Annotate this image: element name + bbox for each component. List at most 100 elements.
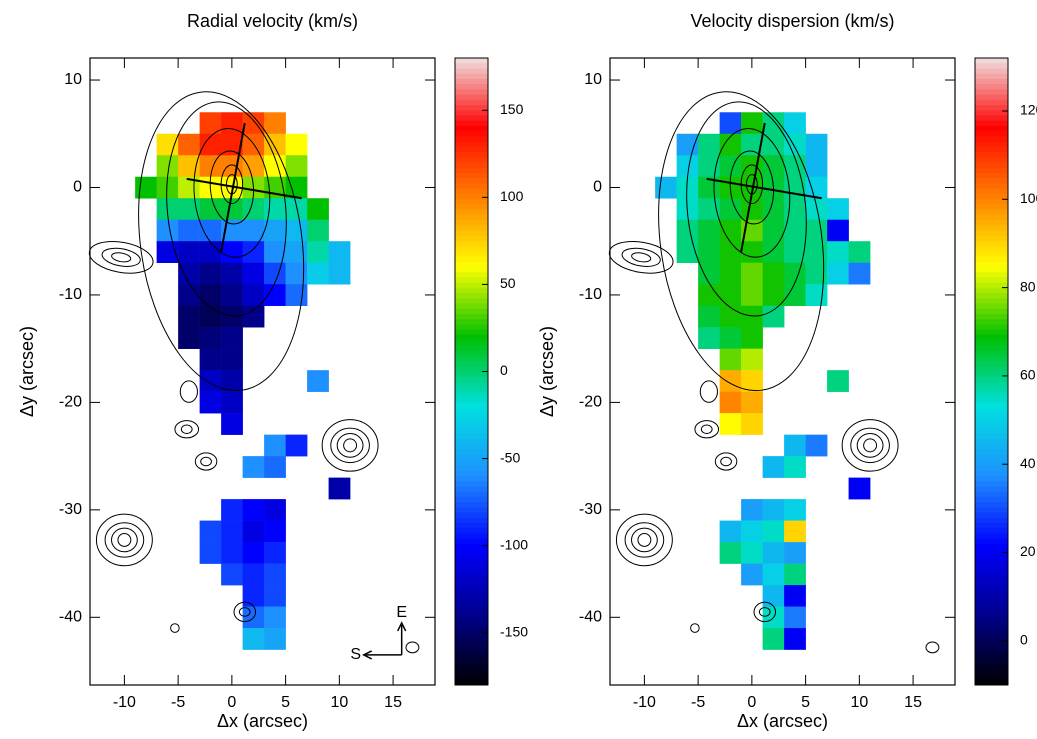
colorbar-band [455, 679, 488, 686]
map-cell [741, 198, 763, 221]
colorbar-band [455, 397, 488, 404]
colorbar-band [455, 188, 488, 195]
map-cell [762, 155, 785, 178]
colorbar-tick-label: 150 [500, 101, 524, 117]
colorbar-band [455, 115, 488, 122]
colorbar-band [975, 157, 1008, 163]
colorbar-band [455, 658, 488, 665]
colorbar-band [975, 408, 1008, 414]
colorbar-band [455, 413, 488, 420]
map-cell [264, 542, 286, 564]
map-cell [307, 262, 329, 285]
map-cell [741, 499, 763, 521]
map-cell [762, 499, 785, 521]
colorbar-band [975, 658, 1008, 665]
map-cell [719, 327, 742, 349]
y-axis-label: Δy (arcsec) [537, 326, 557, 417]
colorbar-band [975, 481, 1008, 487]
colorbar-band [455, 439, 488, 446]
colorbar-band [975, 261, 1008, 268]
map-cell [762, 284, 785, 306]
contour [166, 101, 287, 317]
colorbar-band [975, 84, 1008, 90]
colorbar-band [455, 105, 488, 111]
colorbar-band [975, 460, 1008, 467]
map-cell [719, 542, 742, 564]
y-tick-label: -40 [59, 609, 82, 626]
colorbar-band [975, 439, 1008, 446]
minor-axis [740, 122, 766, 253]
colorbar-band [975, 413, 1008, 420]
contour [110, 527, 138, 553]
colorbar-tick-label: 100 [500, 188, 524, 204]
colorbar-band [455, 204, 488, 211]
map-cell [264, 133, 286, 156]
map-cell [762, 305, 785, 328]
major-axis [706, 177, 822, 200]
map-cell [285, 198, 308, 221]
colorbar-tick-label: -100 [500, 536, 528, 552]
colorbar-band [975, 73, 1008, 80]
map-cell [199, 327, 222, 349]
colorbar-band [975, 152, 1008, 158]
contour [925, 641, 940, 654]
map-cell [242, 155, 265, 178]
map-cell [307, 198, 329, 221]
colorbar-band [975, 444, 1008, 451]
colorbar-band [455, 350, 488, 357]
map-cell [719, 155, 742, 178]
colorbar-band [975, 596, 1008, 602]
contour [330, 427, 370, 464]
colorbar-band [455, 324, 488, 331]
colorbar-band [975, 188, 1008, 195]
y-tick-label: -30 [579, 501, 602, 518]
colorbar-band [455, 183, 488, 190]
colorbar-band [455, 193, 488, 200]
map-cell [156, 155, 179, 178]
map-cell [762, 542, 785, 564]
map-cell [221, 133, 243, 156]
colorbar-band [975, 314, 1008, 320]
contour [170, 623, 180, 633]
map-cell [741, 348, 763, 371]
map-cell [762, 219, 785, 242]
colorbar-band [975, 397, 1008, 404]
colorbar-band [975, 617, 1008, 623]
colorbar-band [455, 559, 488, 566]
colorbar-band [455, 63, 488, 69]
colorbar-band [975, 366, 1008, 372]
colorbar-band [975, 669, 1008, 676]
map-cell [264, 112, 286, 135]
colorbar-tick-label: 60 [1020, 367, 1036, 383]
x-tick-label: -5 [691, 694, 705, 711]
colorbar-band [455, 601, 488, 608]
map-cell [242, 520, 265, 543]
colorbar-band [975, 235, 1008, 242]
map-cell [805, 284, 828, 306]
map-cell [784, 112, 806, 135]
contour [101, 247, 141, 267]
colorbar-band [455, 585, 488, 592]
compass-label: E [396, 604, 407, 621]
map-cell [242, 241, 265, 264]
colorbar-band [455, 277, 488, 284]
contour [336, 433, 364, 458]
map-cell [784, 219, 806, 242]
compass-head [362, 650, 373, 660]
colorbar-band [455, 470, 488, 477]
colorbar-band [455, 606, 488, 613]
map-cell [199, 305, 222, 328]
map-cell [285, 155, 308, 178]
colorbar-band [975, 199, 1008, 205]
colorbar-band [975, 585, 1008, 592]
colorbar-band [975, 131, 1008, 137]
map-cell [285, 219, 308, 242]
colorbar-band [975, 538, 1008, 545]
map-cell [805, 155, 828, 178]
contour [180, 424, 193, 435]
colorbar-band [455, 345, 488, 352]
map-cell [242, 219, 265, 242]
contour [631, 252, 652, 263]
contour [624, 522, 665, 558]
